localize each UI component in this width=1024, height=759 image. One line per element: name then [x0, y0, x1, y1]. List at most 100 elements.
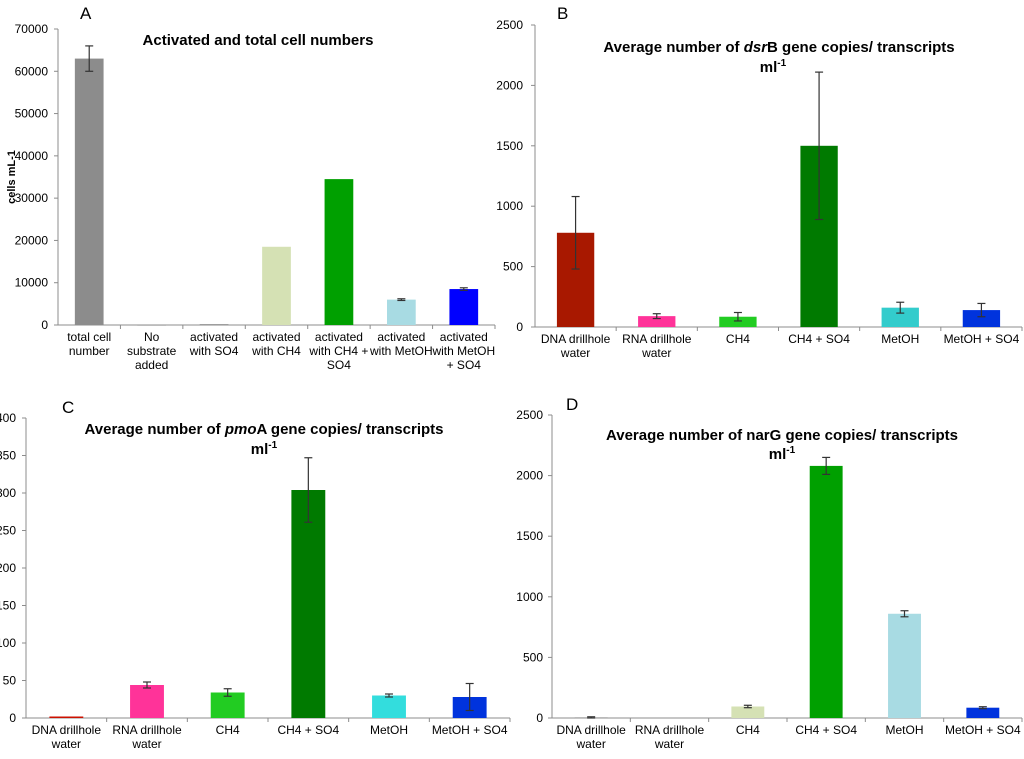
panel-d-category-label-line: MetOH	[885, 723, 923, 737]
panel-a-category-label-line: + SO4	[447, 358, 482, 372]
panel-b-title-part3: B gene copies/ transcripts	[767, 39, 955, 56]
panel-d-category-label: CH4	[736, 723, 760, 737]
panel-a-category-label-line: No	[144, 330, 160, 344]
panel-c-error-bar	[304, 457, 313, 523]
panel-a-bar	[262, 246, 291, 325]
panel-c-title-line2: ml-1	[251, 440, 278, 458]
panel-c-title-line1: Average number of pmoA gene copies/ tran…	[85, 421, 444, 438]
panel-d-error-bar	[900, 610, 909, 618]
panel-a-bar	[74, 58, 104, 325]
panel-b-y-tick-label: 2000	[496, 78, 523, 92]
panel-a-category-label-line: with SO4	[189, 344, 239, 358]
panel-b-y-tick-label: 500	[503, 260, 523, 274]
panel-b-category-label-line: CH4	[726, 332, 750, 346]
panel-d-y-tick-label: 0	[536, 711, 543, 725]
panel-b-y-tick-label: 2500	[496, 18, 523, 32]
panel-c-category-label: RNA drillhole water	[112, 723, 182, 751]
panel-c-y-tick-label: 200	[0, 561, 16, 575]
panel-b: B Average number of dsrB gene copies/ tr…	[496, 4, 1023, 360]
panel-d-letter: D	[566, 395, 578, 414]
panel-a-category-label-line: activated	[377, 330, 425, 344]
panel-a-category-label: activated with SO4	[189, 330, 239, 358]
panel-a-category-label-line: with CH4	[251, 344, 301, 358]
panel-d-bar	[966, 707, 1000, 718]
panel-c-y-tick-label: 0	[9, 711, 16, 725]
panel-a-y-tick-label: 60000	[15, 64, 49, 78]
panel-d-error-bar	[822, 456, 831, 475]
panel-d-bar	[809, 465, 843, 718]
panel-b-category-label-line: DNA drillhole	[541, 332, 611, 346]
panel-c-title-part1: Average number of	[85, 421, 225, 438]
panel-c-category-label: MetOH	[370, 723, 408, 737]
panel-a-y-tick-label: 70000	[15, 22, 49, 36]
panel-d-bar	[731, 706, 765, 718]
panel-c-category-label-line: water	[131, 737, 161, 751]
panel-d-category-label-line: water	[654, 737, 684, 751]
panel-c-category-label: MetOH + SO4	[432, 723, 508, 737]
panel-c-bar	[291, 490, 326, 718]
panel-b-category-label-line: CH4 + SO4	[788, 332, 850, 346]
panel-d-y-tick-label: 2000	[516, 469, 543, 483]
panel-b-error-bar	[896, 301, 905, 314]
panel-a-category-label-line: added	[135, 358, 168, 372]
panel-d-title-unit: ml	[769, 446, 787, 463]
panel-d-y-tick-label: 1000	[516, 590, 543, 604]
panel-c-bar	[372, 695, 406, 718]
panel-d-category-label-line: RNA drillhole	[635, 723, 705, 737]
panel-b-title-part1: Average number of	[603, 39, 743, 56]
panel-a: A Activated and total cell numbers cells…	[6, 4, 496, 372]
panel-b-category-label: DNA drillhole water	[541, 332, 611, 360]
panel-a-category-label-line: with MetOH	[431, 344, 495, 358]
panel-b-category-label: RNA drillhole water	[622, 332, 692, 360]
panel-a-error-bar	[85, 45, 94, 72]
panel-d-title-sup: -1	[786, 445, 795, 456]
panel-a-category-label-line: with CH4 +	[308, 344, 368, 358]
panel-a-category-label-line: SO4	[327, 358, 351, 372]
panel-b-error-bar	[733, 311, 742, 322]
panel-c-y-tick-label: 350	[0, 449, 16, 463]
panel-a-category-label-line: total cell	[67, 330, 111, 344]
panel-a-category-label-line: substrate	[127, 344, 177, 358]
panel-d-y-tick-label: 2500	[516, 408, 543, 422]
panel-d-error-bar	[587, 716, 596, 719]
panel-c-error-bar	[465, 682, 474, 712]
panel-d-category-label-line: water	[575, 737, 605, 751]
panel-d-category-label: MetOH	[885, 723, 923, 737]
panel-b-bar	[962, 310, 1001, 327]
panel-c-bar	[49, 716, 84, 718]
panel-c-y-tick-label: 100	[0, 636, 16, 650]
panel-b-title-sup: -1	[777, 58, 786, 69]
panel-b-category-label: CH4	[726, 332, 750, 346]
panel-a-category-label: activated with MetOH + SO4	[431, 330, 495, 372]
panel-b-title-unit: ml	[760, 59, 778, 76]
panel-c-category-label-line: MetOH	[370, 723, 408, 737]
panel-b-category-label-line: water	[641, 346, 671, 360]
panel-a-y-axis-label: cells mL-1	[6, 150, 18, 204]
panel-c-title-unit: ml	[251, 441, 269, 458]
panel-c-category-label: DNA drillhole water	[32, 723, 102, 751]
panel-c-category-label-line: water	[51, 737, 81, 751]
panel-b-category-label: CH4 + SO4	[788, 332, 850, 346]
panel-c-y-tick-label: 400	[0, 411, 16, 425]
panel-d-category-label-line: CH4 + SO4	[795, 723, 857, 737]
panel-a-category-label: activated with MetOH	[369, 330, 433, 358]
panel-b-error-bar	[815, 71, 824, 221]
panel-b-category-label: MetOH + SO4	[944, 332, 1020, 346]
panel-d-title-line2: ml-1	[769, 445, 796, 463]
panel-c-y-tick-label: 50	[3, 674, 17, 688]
panel-d-category-label-line: MetOH + SO4	[945, 723, 1021, 737]
panel-b-error-bar	[652, 313, 661, 320]
panel-c-title-sup: -1	[268, 440, 277, 451]
panel-b-y-tick-label: 1000	[496, 199, 523, 213]
panel-d-error-bar	[978, 706, 987, 710]
panel-a-bar	[449, 289, 479, 325]
panel-c-y-tick-label: 150	[0, 599, 16, 613]
panel-c-y-tick-label: 250	[0, 524, 16, 538]
panel-d-category-label: MetOH + SO4	[945, 723, 1021, 737]
panel-c-title-gene: pmo	[224, 421, 257, 438]
panel-d-category-label: RNA drillhole water	[635, 723, 705, 751]
panel-c-category-label-line: MetOH + SO4	[432, 723, 508, 737]
panel-a-category-label-line: number	[69, 344, 110, 358]
panel-c-category-label-line: CH4	[216, 723, 240, 737]
